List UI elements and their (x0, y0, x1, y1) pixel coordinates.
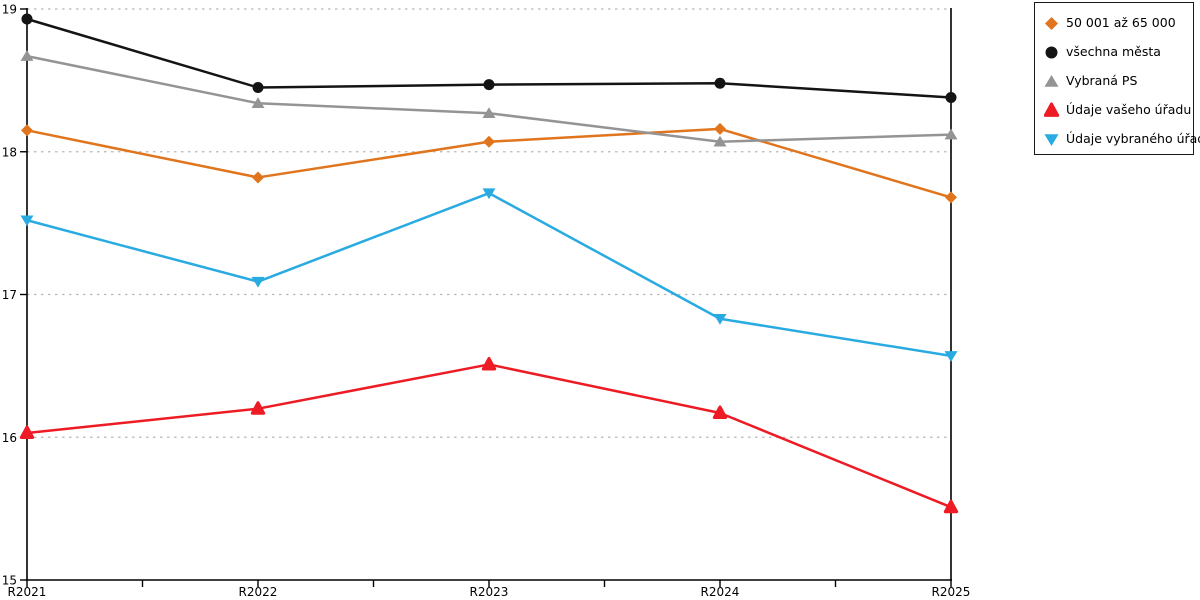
data-point-marker (1043, 102, 1060, 117)
data-point-marker (481, 356, 497, 371)
series-3 (19, 356, 959, 514)
y-tick-label: 17 (2, 288, 17, 302)
data-point-marker (944, 128, 958, 140)
series-line (25, 363, 953, 509)
data-point-marker (944, 351, 958, 362)
triangle-up-rounded-marker-icon (1043, 102, 1060, 117)
series-2 (20, 50, 958, 147)
data-point-marker (482, 188, 496, 200)
x-tick-label: R2023 (470, 585, 509, 599)
circle-marker-icon (1045, 46, 1058, 59)
y-tick-label: 16 (2, 431, 17, 445)
data-point-marker (252, 81, 264, 94)
legend-item-1: všechna města (1043, 38, 1193, 67)
legend-label: všechna města (1066, 44, 1161, 60)
data-point-marker (712, 405, 728, 419)
chart-legend: 50 001 až 65 000 všechna města Vybraná PS Ú… (1034, 2, 1200, 155)
x-tick-labels: R2021 R2022 R2023 R2024 R2025 (8, 580, 971, 599)
legend-item-4: Údaje vybraného úřadu (1043, 125, 1200, 154)
data-point-marker (713, 135, 727, 147)
data-point-marker (252, 171, 264, 184)
data-point-marker (1044, 134, 1059, 146)
data-point-marker (713, 313, 727, 325)
triangle-down-marker-icon (1044, 134, 1059, 146)
legend-item-2: Vybraná PS (1043, 67, 1193, 96)
series-1 (21, 13, 957, 104)
legend-label: Vybraná PS (1066, 73, 1138, 89)
legend-item-0: 50 001 až 65 000 (1043, 9, 1193, 38)
x-tick-label: R2025 (932, 585, 971, 599)
series-4 (20, 188, 958, 362)
data-point-marker (251, 276, 265, 288)
series-line (25, 191, 953, 358)
data-point-marker (20, 215, 34, 227)
y-tick-labels: 15 16 17 18 19 (2, 3, 27, 588)
y-tick-label: 19 (2, 3, 17, 17)
y-tick-label: 15 (2, 574, 17, 588)
data-point-marker (483, 135, 495, 148)
data-point-marker (21, 124, 33, 137)
data-point-marker (19, 425, 35, 439)
y-tick-label: 18 (2, 145, 17, 159)
x-tick-label: R2024 (701, 585, 740, 599)
legend-label: 50 001 až 65 000 (1066, 15, 1176, 31)
legend-item-3: Údaje vašeho úřadu (1043, 96, 1193, 125)
legend-label: Údaje vašeho úřadu (1066, 102, 1192, 118)
data-point-marker (1045, 46, 1058, 59)
data-point-marker (21, 13, 33, 25)
data-point-marker (1044, 75, 1059, 87)
diamond-marker-icon (1045, 17, 1058, 30)
x-tick-label: R2021 (8, 585, 47, 599)
data-point-marker (714, 122, 726, 135)
data-point-marker (1045, 17, 1058, 30)
data-point-marker (945, 191, 957, 204)
series-0 (21, 122, 957, 204)
data-point-marker (251, 97, 265, 109)
data-point-marker (945, 91, 957, 104)
data-point-marker (20, 50, 34, 61)
x-tick-label: R2022 (239, 585, 278, 599)
triangle-up-marker-icon (1044, 75, 1059, 87)
data-point-marker (943, 499, 959, 514)
gridlines (27, 8, 951, 438)
data-point-marker (250, 401, 266, 415)
data-point-marker (483, 79, 495, 91)
legend-label: Údaje vybraného úřadu (1066, 131, 1200, 147)
data-point-marker (482, 107, 496, 119)
series-line (25, 54, 953, 144)
data-point-marker (714, 77, 726, 89)
